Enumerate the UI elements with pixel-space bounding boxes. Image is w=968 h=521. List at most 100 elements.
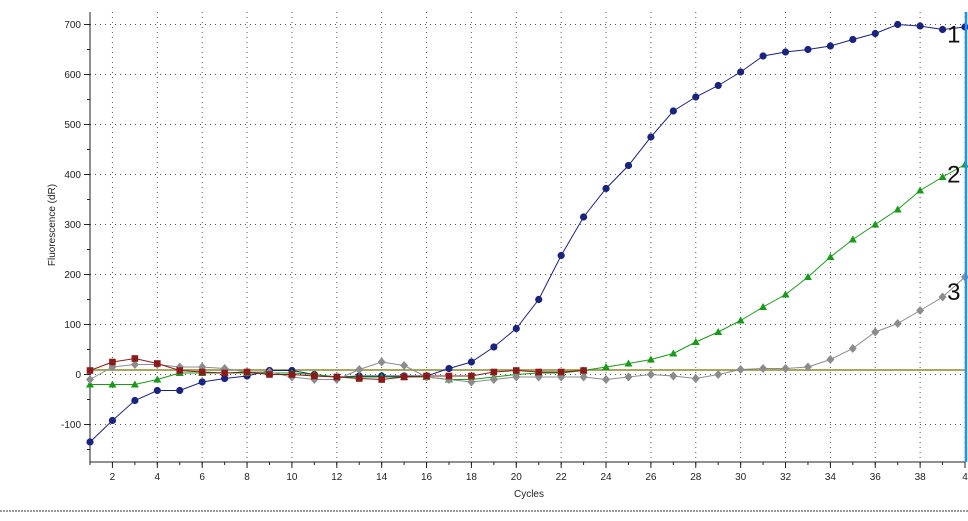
- y-tick-label: 0: [75, 370, 81, 381]
- data-point: [243, 368, 251, 376]
- data-point: [467, 377, 476, 387]
- data-point: [130, 380, 139, 388]
- data-point: [108, 380, 117, 388]
- data-point: [669, 349, 678, 357]
- data-point: [489, 375, 498, 384]
- data-point: [355, 365, 364, 374]
- data-point: [714, 370, 723, 379]
- data-point: [624, 359, 633, 367]
- data-point: [400, 361, 409, 370]
- data-point: [400, 373, 408, 381]
- x-tick-label: 20: [511, 472, 523, 483]
- x-tick-label: 4: [962, 472, 968, 483]
- data-point: [333, 373, 341, 381]
- data-point: [938, 173, 947, 180]
- y-tick-label: -100: [61, 420, 81, 431]
- data-point: [580, 367, 587, 374]
- data-point: [781, 364, 790, 373]
- data-point: [692, 93, 700, 101]
- data-point: [131, 396, 139, 405]
- data-point: [894, 20, 902, 29]
- data-point: [759, 364, 768, 373]
- data-point: [781, 48, 790, 56]
- data-point: [602, 375, 611, 384]
- axes: 2 4 6 8 10 12 14 16 18 20 22 24 26 28 30 32 34 36 38 4-1000…: [61, 12, 968, 483]
- data-point: [86, 438, 94, 446]
- data-point: [176, 367, 184, 374]
- x-tick-label: 24: [600, 472, 612, 483]
- series-line: [90, 164, 966, 385]
- data-point: [826, 42, 834, 50]
- data-point: [916, 306, 925, 315]
- data-point: [646, 370, 655, 379]
- x-tick-label: 4: [155, 472, 161, 483]
- data-point: [871, 220, 880, 228]
- data-point: [557, 251, 565, 260]
- data-point: [109, 358, 116, 366]
- data-point: [445, 364, 453, 373]
- curve-label: 3: [947, 279, 960, 306]
- annotation-layer: 1 2 3: [947, 22, 960, 307]
- data-point: [714, 328, 723, 335]
- data-point: [826, 253, 835, 260]
- data-point: [557, 368, 565, 376]
- data-point: [669, 107, 677, 115]
- series-layer: [86, 12, 968, 462]
- data-point: [602, 184, 610, 193]
- data-point: [221, 374, 229, 383]
- data-point: [647, 133, 655, 141]
- data-point: [221, 369, 228, 377]
- data-point: [377, 357, 386, 367]
- data-point: [916, 22, 924, 30]
- data-point: [490, 343, 498, 351]
- x-tick-label: 30: [735, 472, 747, 483]
- y-tick-label: 100: [64, 320, 81, 331]
- data-point: [803, 273, 812, 280]
- x-tick-label: 38: [915, 472, 927, 483]
- data-point: [893, 205, 902, 213]
- x-tick-label: 6: [199, 472, 205, 483]
- data-point: [736, 316, 745, 324]
- x-tick-label: 8: [244, 472, 250, 483]
- data-point: [669, 371, 678, 381]
- series-3: [86, 272, 968, 387]
- data-point: [848, 344, 857, 353]
- data-point: [938, 25, 947, 34]
- data-point: [266, 371, 273, 378]
- data-point: [714, 81, 722, 90]
- data-point: [86, 367, 94, 374]
- data-point: [355, 375, 363, 382]
- x-tick-label: 28: [690, 472, 702, 483]
- data-point: [108, 416, 117, 425]
- data-point: [938, 292, 947, 302]
- series-1: [86, 20, 968, 446]
- curve-label: 2: [947, 162, 960, 189]
- data-point: [848, 235, 857, 243]
- x-tick-label: 26: [645, 472, 657, 483]
- data-point: [153, 386, 161, 395]
- data-point: [288, 371, 296, 378]
- grid: [90, 12, 966, 462]
- data-point: [153, 375, 162, 383]
- data-point: [602, 363, 611, 370]
- data-point: [198, 368, 206, 376]
- data-point: [131, 355, 139, 362]
- x-tick-label: 12: [331, 472, 343, 483]
- data-point: [311, 372, 318, 380]
- data-point: [176, 386, 184, 395]
- data-point: [781, 290, 790, 298]
- x-tick-label: 14: [376, 472, 388, 483]
- x-tick-label: 2: [110, 472, 116, 483]
- data-point: [512, 372, 521, 382]
- x-tick-label: 22: [556, 472, 568, 483]
- y-tick-label: 300: [64, 220, 81, 231]
- data-point: [803, 362, 812, 372]
- x-tick-label: 18: [466, 472, 478, 483]
- data-point: [490, 368, 498, 376]
- data-point: [624, 372, 633, 382]
- data-point: [871, 327, 880, 337]
- series-line: [89, 276, 966, 383]
- data-point: [468, 372, 475, 380]
